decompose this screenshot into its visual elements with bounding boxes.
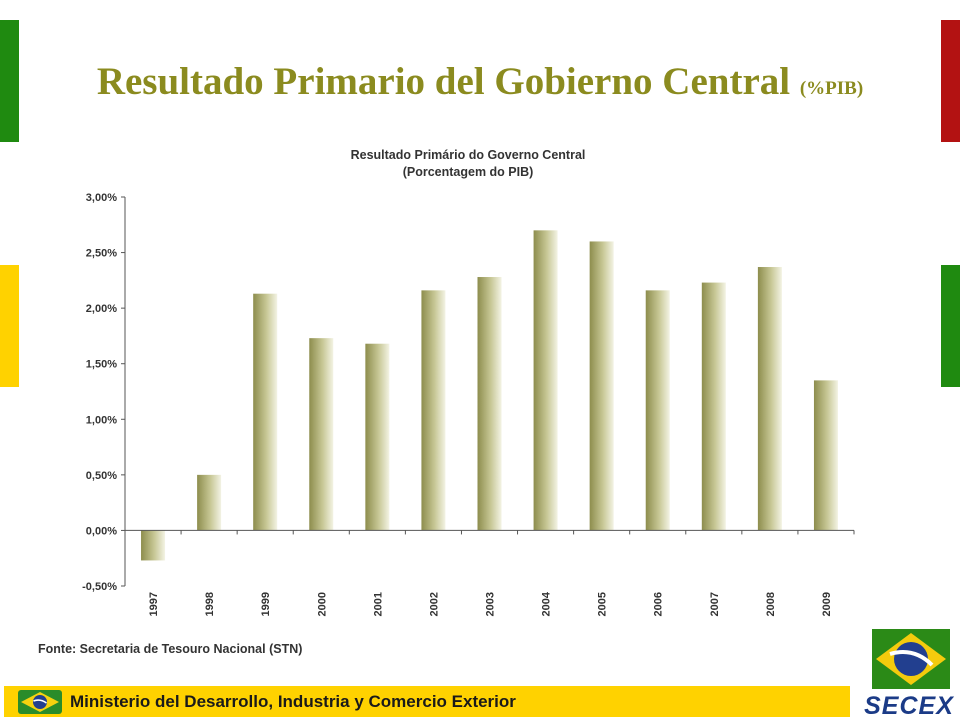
secex-logo: SECEX bbox=[864, 627, 954, 720]
slide-title-text: Resultado Primario del Gobierno Central bbox=[96, 60, 791, 103]
y-tick-label: 0,00% bbox=[86, 525, 117, 537]
x-tick-label: 1999 bbox=[260, 592, 272, 616]
green-bar-top-left bbox=[0, 20, 19, 142]
bar-2006 bbox=[645, 290, 670, 531]
x-axis: 1997 1998 1999 2000 2001 2002 2003 2004 2005 2006… bbox=[124, 529, 855, 616]
bar-2001 bbox=[365, 343, 390, 531]
x-tick-label: 2009 bbox=[821, 592, 833, 616]
bar-2000 bbox=[309, 338, 334, 531]
y-tick-label: 0,50% bbox=[86, 470, 117, 482]
bar-2004 bbox=[533, 230, 558, 531]
footer-bar: Ministerio del Desarrollo, Industria y C… bbox=[4, 686, 850, 717]
x-tick-label: 2008 bbox=[765, 592, 777, 616]
y-axis: 3,00% 2,50% 2,00% 1,50% 1,00% 0,50% 0,00% -0,50… bbox=[82, 192, 126, 593]
red-bar-top-right bbox=[941, 20, 960, 142]
x-tick-label: 1997 bbox=[148, 592, 160, 616]
brazil-flag-icon bbox=[18, 690, 62, 714]
footer-text: Ministerio del Desarrollo, Industria y C… bbox=[70, 692, 516, 711]
bar-2008 bbox=[757, 267, 782, 531]
y-tick-label: 2,50% bbox=[86, 248, 117, 260]
y-tick-label: 1,50% bbox=[86, 359, 117, 371]
y-tick-label: 1,00% bbox=[86, 414, 117, 426]
y-tick-label: 3,00% bbox=[86, 192, 117, 204]
bar-chart: Resultado Primário do Governo Central (P… bbox=[38, 148, 855, 656]
bar-1997 bbox=[141, 530, 166, 561]
bar-2005 bbox=[589, 241, 614, 531]
x-tick-label: 2005 bbox=[597, 592, 609, 616]
bar-2002 bbox=[421, 290, 446, 531]
y-tick-label: -0,50% bbox=[82, 581, 117, 593]
chart-title: Resultado Primário do Governo Central bbox=[351, 148, 586, 162]
x-tick-label: 2006 bbox=[653, 592, 665, 616]
chart-subtitle: (Porcentagem do PIB) bbox=[403, 165, 534, 179]
bar-2003 bbox=[477, 277, 502, 531]
x-tick-label: 2004 bbox=[541, 591, 553, 616]
x-tick-label: 2003 bbox=[485, 592, 497, 616]
bar-2007 bbox=[701, 282, 726, 531]
slide-title: Resultado Primario del Gobierno Central … bbox=[0, 58, 960, 113]
bar-2009 bbox=[813, 380, 838, 531]
y-tick-label: 2,00% bbox=[86, 303, 117, 315]
bars bbox=[141, 230, 838, 561]
x-tick-label: 2001 bbox=[372, 592, 384, 616]
bar-1999 bbox=[253, 293, 278, 531]
x-tick-label: 2007 bbox=[709, 592, 721, 616]
chart-source: Fonte: Secretaria de Tesouro Nacional (S… bbox=[38, 642, 302, 656]
x-tick-label: 2000 bbox=[316, 592, 328, 616]
secex-logo-icon bbox=[872, 629, 950, 689]
x-tick-label: 1998 bbox=[204, 592, 216, 616]
green-bar-right bbox=[941, 265, 960, 387]
x-tick-label: 2002 bbox=[428, 592, 440, 616]
secex-logo-text: SECEX bbox=[864, 692, 954, 720]
slide-title-unit: (%PIB) bbox=[799, 78, 864, 99]
bar-1998 bbox=[197, 474, 222, 531]
yellow-bar-left bbox=[0, 265, 19, 387]
